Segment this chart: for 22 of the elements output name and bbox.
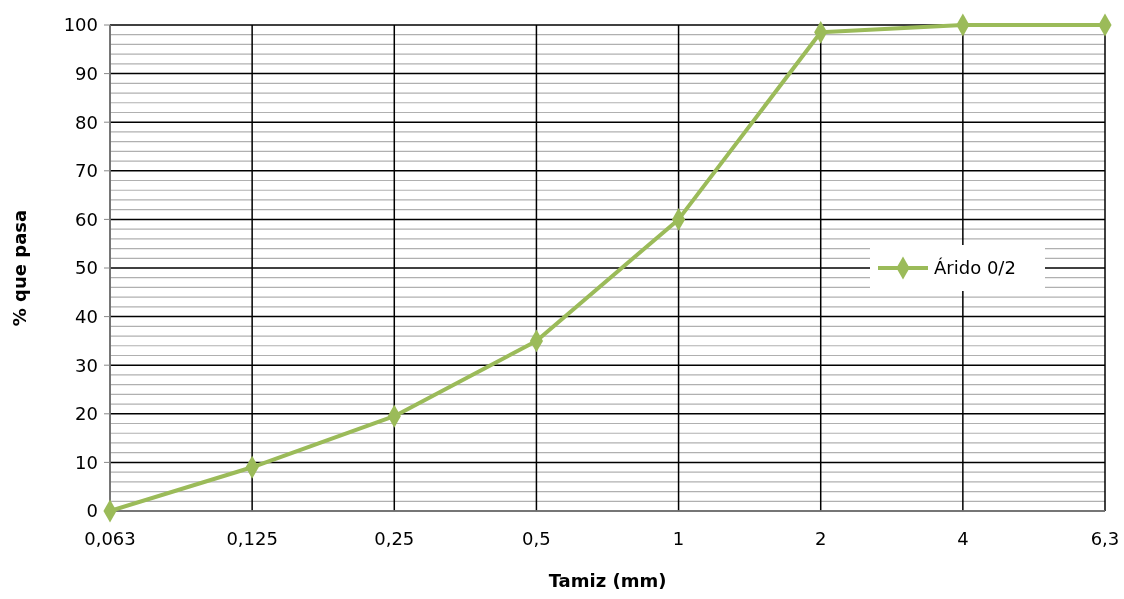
x-tick-label: 0,25 bbox=[374, 528, 415, 549]
x-tick-label: 0,063 bbox=[84, 528, 136, 549]
y-tick-label: 70 bbox=[75, 160, 98, 182]
y-tick-label: 80 bbox=[75, 111, 98, 133]
x-tick-label: 4 bbox=[957, 528, 969, 549]
y-tick-label: 40 bbox=[75, 305, 98, 327]
x-tick-label: 6,3 bbox=[1090, 528, 1120, 549]
x-tick-label: 0,5 bbox=[522, 528, 551, 549]
y-tick-label: 90 bbox=[75, 62, 98, 84]
y-tick-label: 30 bbox=[75, 354, 98, 376]
x-tick-label: 1 bbox=[672, 528, 685, 549]
y-tick-label: 10 bbox=[75, 451, 98, 473]
y-tick-label: 100 bbox=[63, 14, 98, 36]
x-tick-label: 0,125 bbox=[226, 528, 278, 549]
y-tick-label: 0 bbox=[86, 500, 98, 522]
x-axis-title: Tamiz (mm) bbox=[548, 570, 667, 591]
x-tick-label: 2 bbox=[814, 528, 827, 549]
y-tick-label: 60 bbox=[75, 208, 98, 230]
y-tick-label: 50 bbox=[75, 257, 98, 279]
y-tick-label: 20 bbox=[75, 403, 98, 425]
y-axis-title: % que pasa bbox=[9, 209, 30, 327]
legend-label: Árido 0/2 bbox=[934, 257, 1016, 279]
